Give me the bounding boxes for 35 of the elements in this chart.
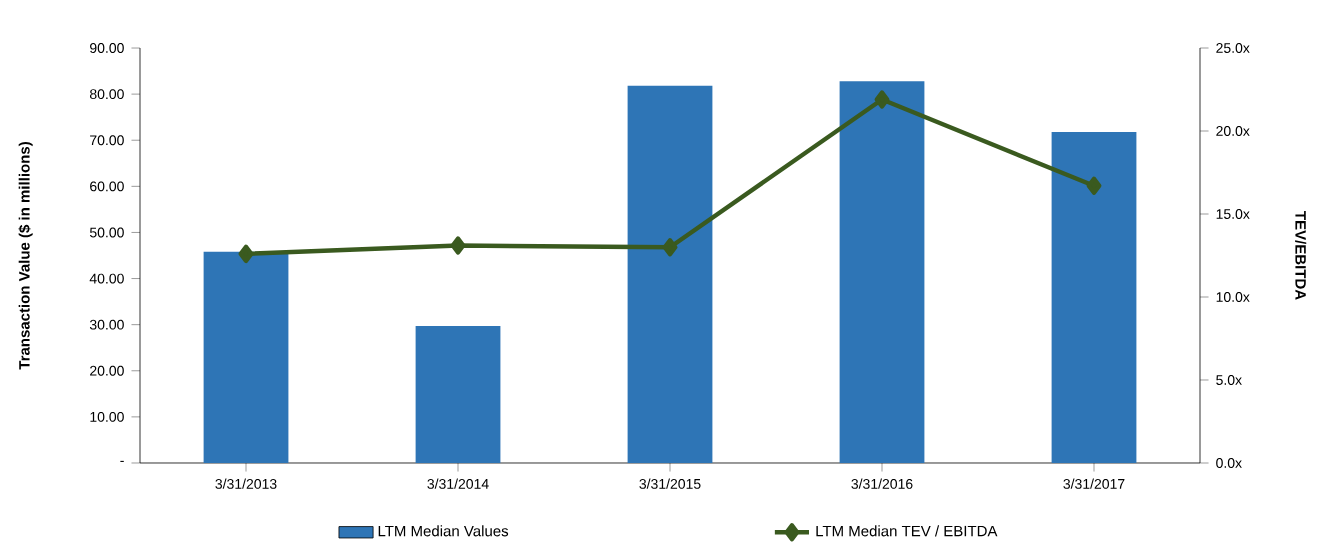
legend-label: LTM Median TEV / EBITDA	[816, 525, 998, 537]
y2-tick-label: 0.0x	[1216, 458, 1242, 468]
legend-label: LTM Median Values	[378, 525, 509, 537]
y-tick-label: 70.00	[90, 135, 124, 146]
y2-tick-label: 15.0x	[1216, 209, 1250, 219]
y-tick-label: 50.00	[89, 227, 124, 238]
y-tick-label: 40.00	[89, 273, 124, 284]
y2-tick-label: 5.0x	[1216, 375, 1242, 385]
bar	[839, 81, 925, 463]
point	[450, 236, 466, 255]
point	[874, 90, 890, 109]
point	[238, 244, 254, 264]
y2-axis-title: TEV/EBITDA	[1295, 211, 1307, 300]
x-tick-label: 3/31/2013	[215, 478, 277, 489]
y-tick-label: 30.00	[89, 319, 124, 330]
y-tick-label: 10.00	[90, 411, 124, 422]
x-tick-label: 3/31/2017	[1063, 478, 1125, 489]
y-tick-label: 60.00	[90, 181, 124, 192]
x-tick-label: 3/31/2015	[639, 478, 701, 489]
y-tick-label: 80.00	[89, 89, 124, 100]
point	[1086, 176, 1102, 195]
bar	[415, 326, 501, 463]
y2-tick-label: 10.0x	[1216, 292, 1250, 302]
x-tick-label: 3/31/2014	[427, 478, 489, 489]
bar	[203, 251, 289, 463]
y-tick-label: 90.00	[90, 43, 124, 53]
bar	[1051, 131, 1137, 463]
y-tick-label: 20.00	[90, 365, 124, 376]
point	[662, 238, 678, 257]
bar	[627, 85, 713, 463]
y-tick-label: -	[120, 460, 124, 462]
y2-tick-label: 25.0x	[1216, 43, 1250, 53]
y2-tick-label: 20.0x	[1216, 126, 1250, 136]
x-tick-label: 3/31/2016	[851, 478, 913, 489]
y-axis-title: Transaction Value ($ in millions)	[18, 142, 33, 370]
